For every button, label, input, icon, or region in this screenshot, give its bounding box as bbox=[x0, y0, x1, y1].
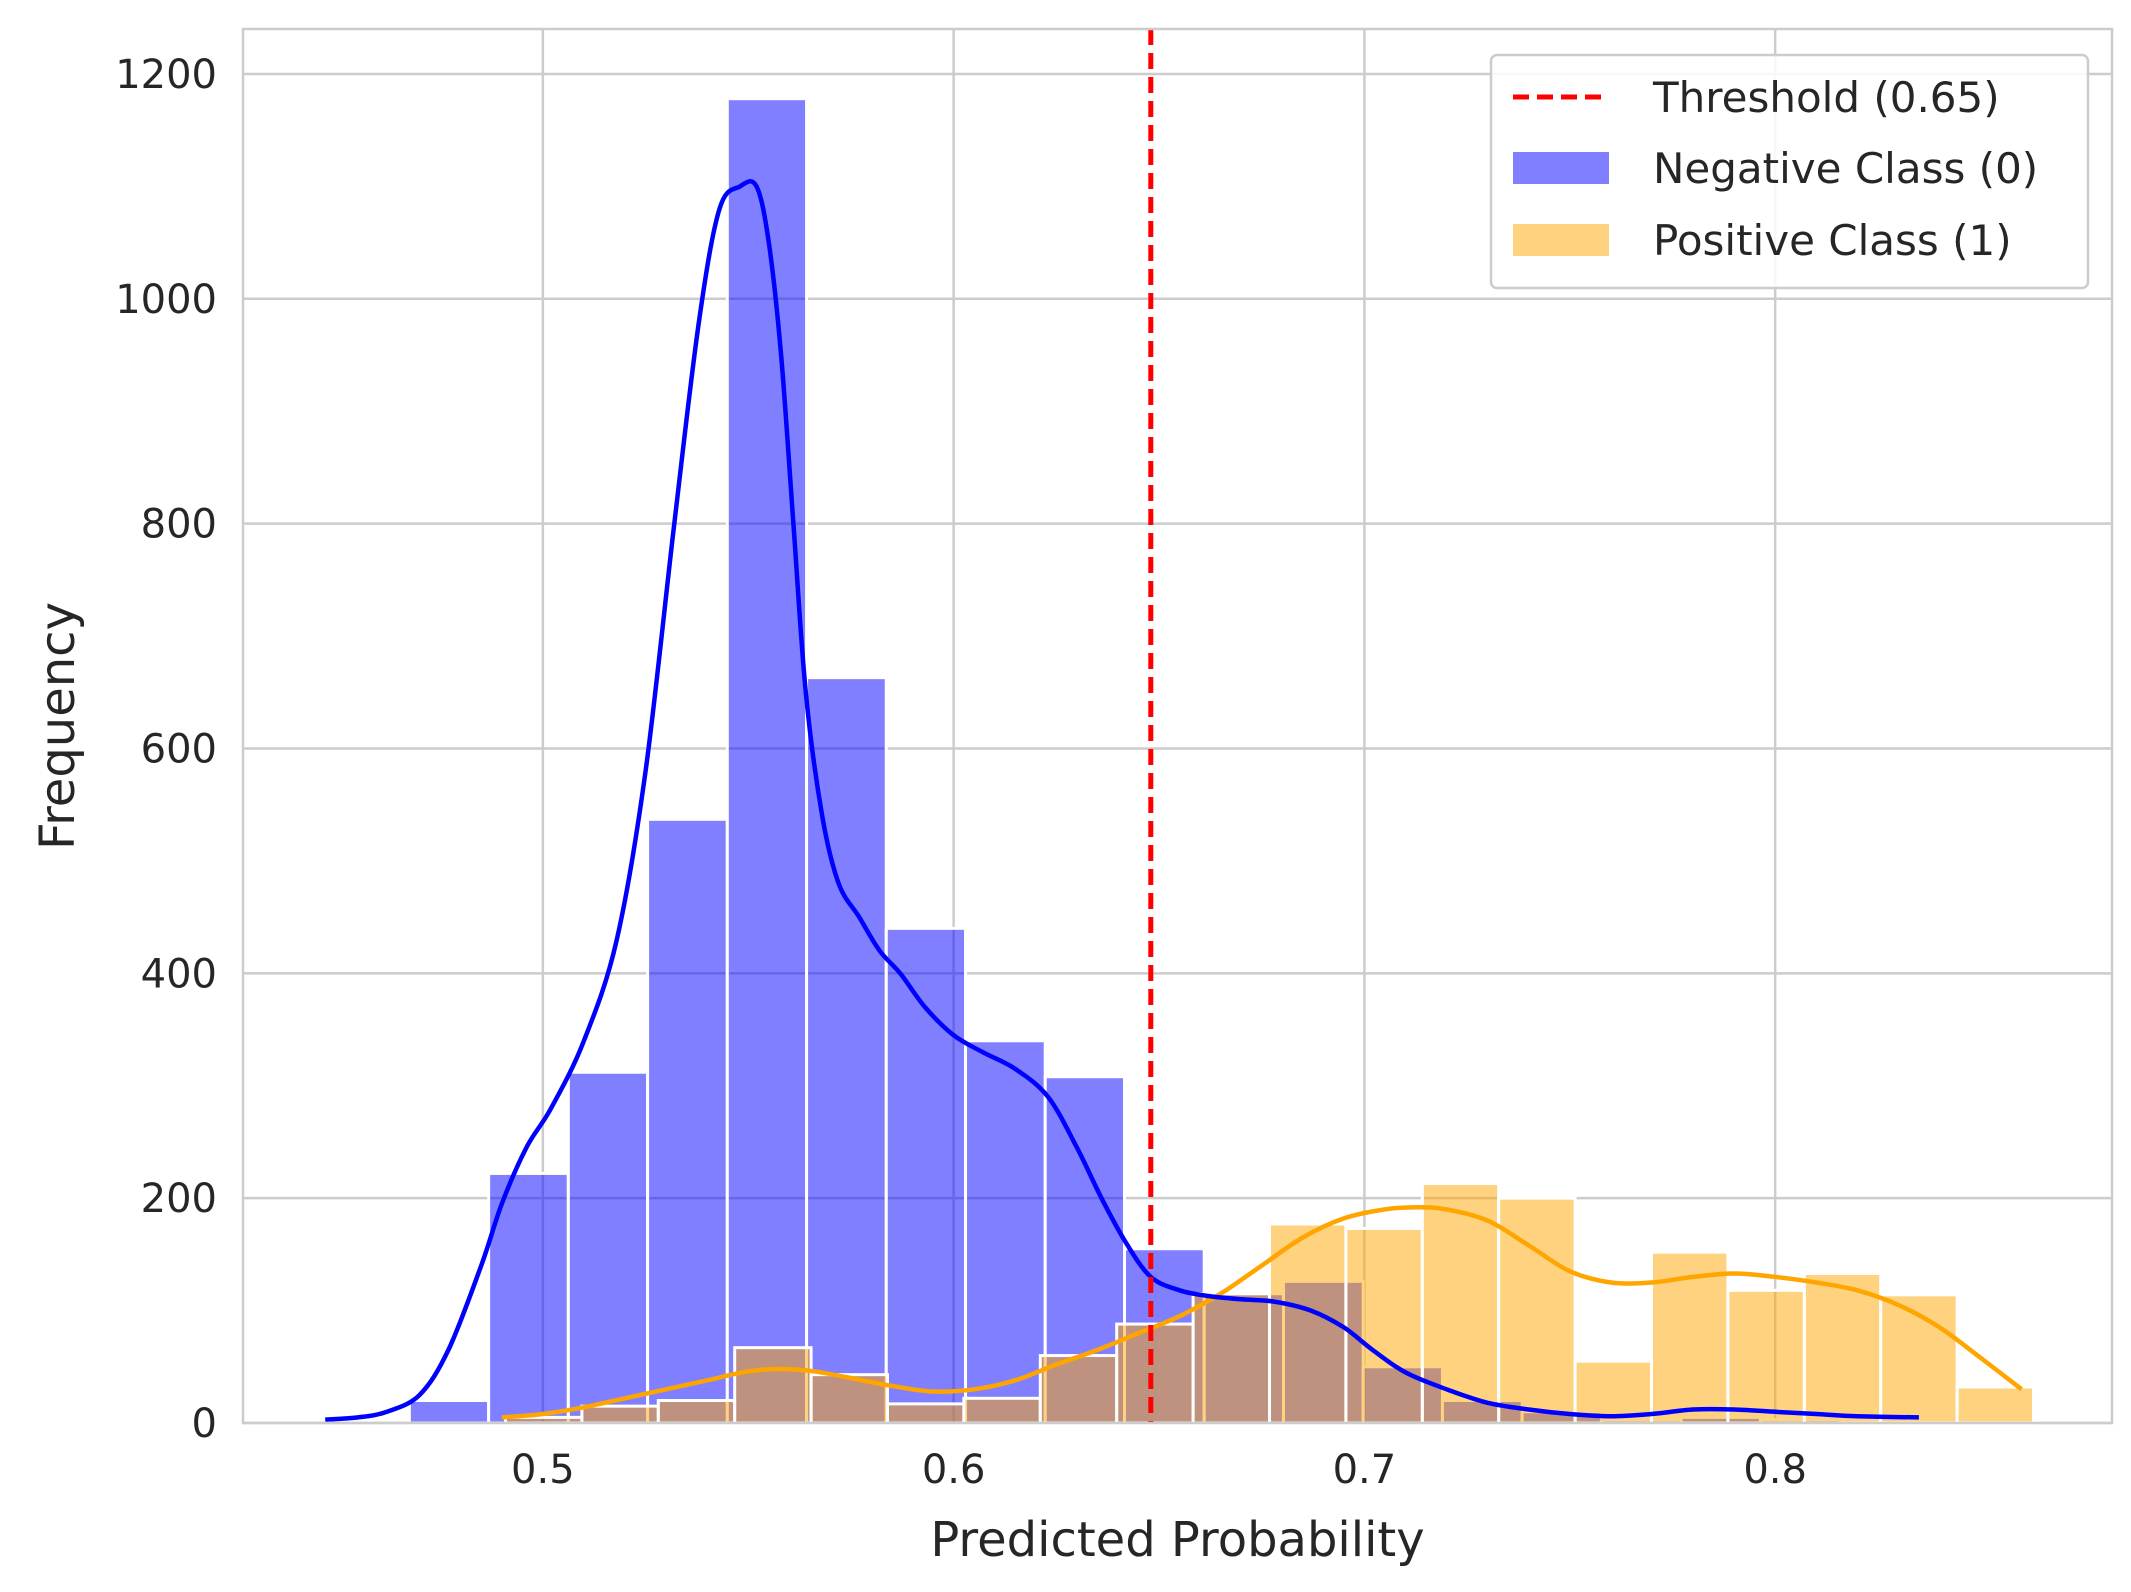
negative-class-bar bbox=[884, 926, 968, 1425]
positive-class-bar bbox=[656, 1399, 737, 1425]
x-axis-title: Predicted Probability bbox=[930, 1512, 1424, 1568]
negative-class-kde-line bbox=[325, 179, 1919, 1422]
negative-class-bar bbox=[646, 817, 729, 1425]
legend-negative-swatch bbox=[1513, 152, 1609, 184]
negative-class-bars bbox=[407, 97, 1921, 1425]
legend-threshold-label: Threshold (0.65) bbox=[1652, 73, 2000, 122]
kde-curves bbox=[325, 179, 2023, 1422]
y-tick-label: 400 bbox=[141, 951, 217, 997]
x-tick-label: 0.6 bbox=[922, 1447, 986, 1493]
positive-class-bar bbox=[962, 1396, 1042, 1425]
negative-class-bar bbox=[566, 1070, 650, 1425]
tick-labels: 0.5 0.6 0.7 0.8 0 200 400 600 800 1000 1200 bbox=[115, 52, 1807, 1493]
positive-class-bar bbox=[733, 1346, 813, 1425]
y-tick-label: 1000 bbox=[115, 277, 217, 323]
legend-positive-swatch bbox=[1513, 224, 1609, 256]
y-tick-label: 200 bbox=[141, 1176, 217, 1222]
positive-class-bar bbox=[580, 1404, 660, 1425]
positive-class-bar bbox=[1955, 1385, 2036, 1425]
negative-class-bar bbox=[487, 1171, 570, 1425]
legend-positive-label: Positive Class (1) bbox=[1653, 216, 2012, 265]
x-tick-label: 0.7 bbox=[1333, 1447, 1397, 1493]
y-tick-label: 1200 bbox=[115, 52, 217, 98]
y-tick-label: 600 bbox=[141, 726, 217, 772]
y-tick-label: 800 bbox=[141, 502, 217, 548]
y-tick-label: 0 bbox=[192, 1401, 217, 1447]
positive-class-bar bbox=[1344, 1227, 1424, 1425]
legend-box bbox=[1489, 53, 2090, 290]
negative-class-bar bbox=[725, 97, 809, 1425]
legend: Threshold (0.65) Negative Class (0) Posi… bbox=[1489, 53, 2090, 290]
x-tick-label: 0.8 bbox=[1743, 1447, 1807, 1493]
negative-class-bar bbox=[407, 1399, 491, 1425]
x-tick-label: 0.5 bbox=[511, 1447, 575, 1493]
positive-class-bar bbox=[1191, 1292, 1272, 1425]
y-axis-title: Frequency bbox=[30, 602, 86, 850]
positive-class-bar bbox=[885, 1402, 966, 1425]
axes-frame bbox=[241, 27, 2114, 1425]
positive-class-kde-line bbox=[501, 1204, 2023, 1420]
negative-class-bar bbox=[964, 1039, 1047, 1425]
legend-negative-label: Negative Class (0) bbox=[1653, 144, 2038, 193]
positive-class-bar bbox=[1726, 1288, 1806, 1425]
